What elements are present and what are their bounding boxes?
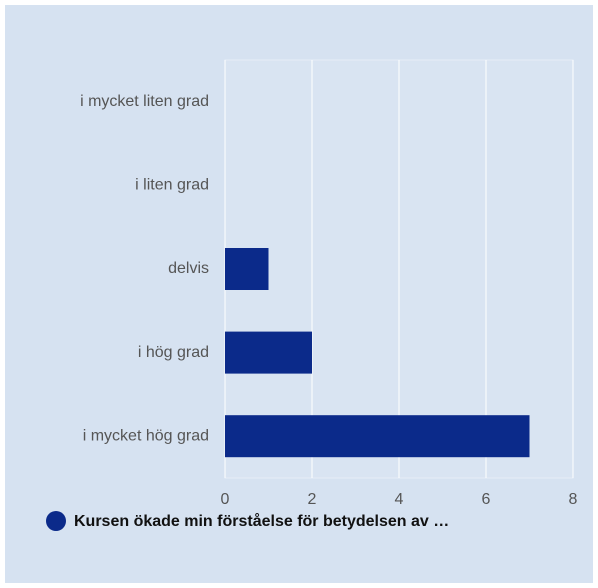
legend-label: Kursen ökade min förståelse för betydels… — [74, 512, 449, 530]
x-tick-label: 2 — [308, 491, 317, 508]
x-tick-label: 0 — [221, 491, 230, 508]
y-tick-label: i liten grad — [135, 177, 209, 194]
y-tick-label: i mycket hög grad — [83, 427, 209, 444]
x-tick-label: 6 — [482, 491, 491, 508]
y-tick-label: delvis — [168, 260, 209, 277]
y-tick-label: i hög grad — [138, 344, 209, 361]
y-tick-label: i mycket liten grad — [80, 93, 209, 110]
x-tick-label: 8 — [569, 491, 578, 508]
x-tick-label: 4 — [395, 491, 404, 508]
bar — [225, 415, 530, 458]
legend-marker — [46, 511, 66, 531]
bar — [225, 331, 312, 374]
bar — [225, 248, 269, 290]
